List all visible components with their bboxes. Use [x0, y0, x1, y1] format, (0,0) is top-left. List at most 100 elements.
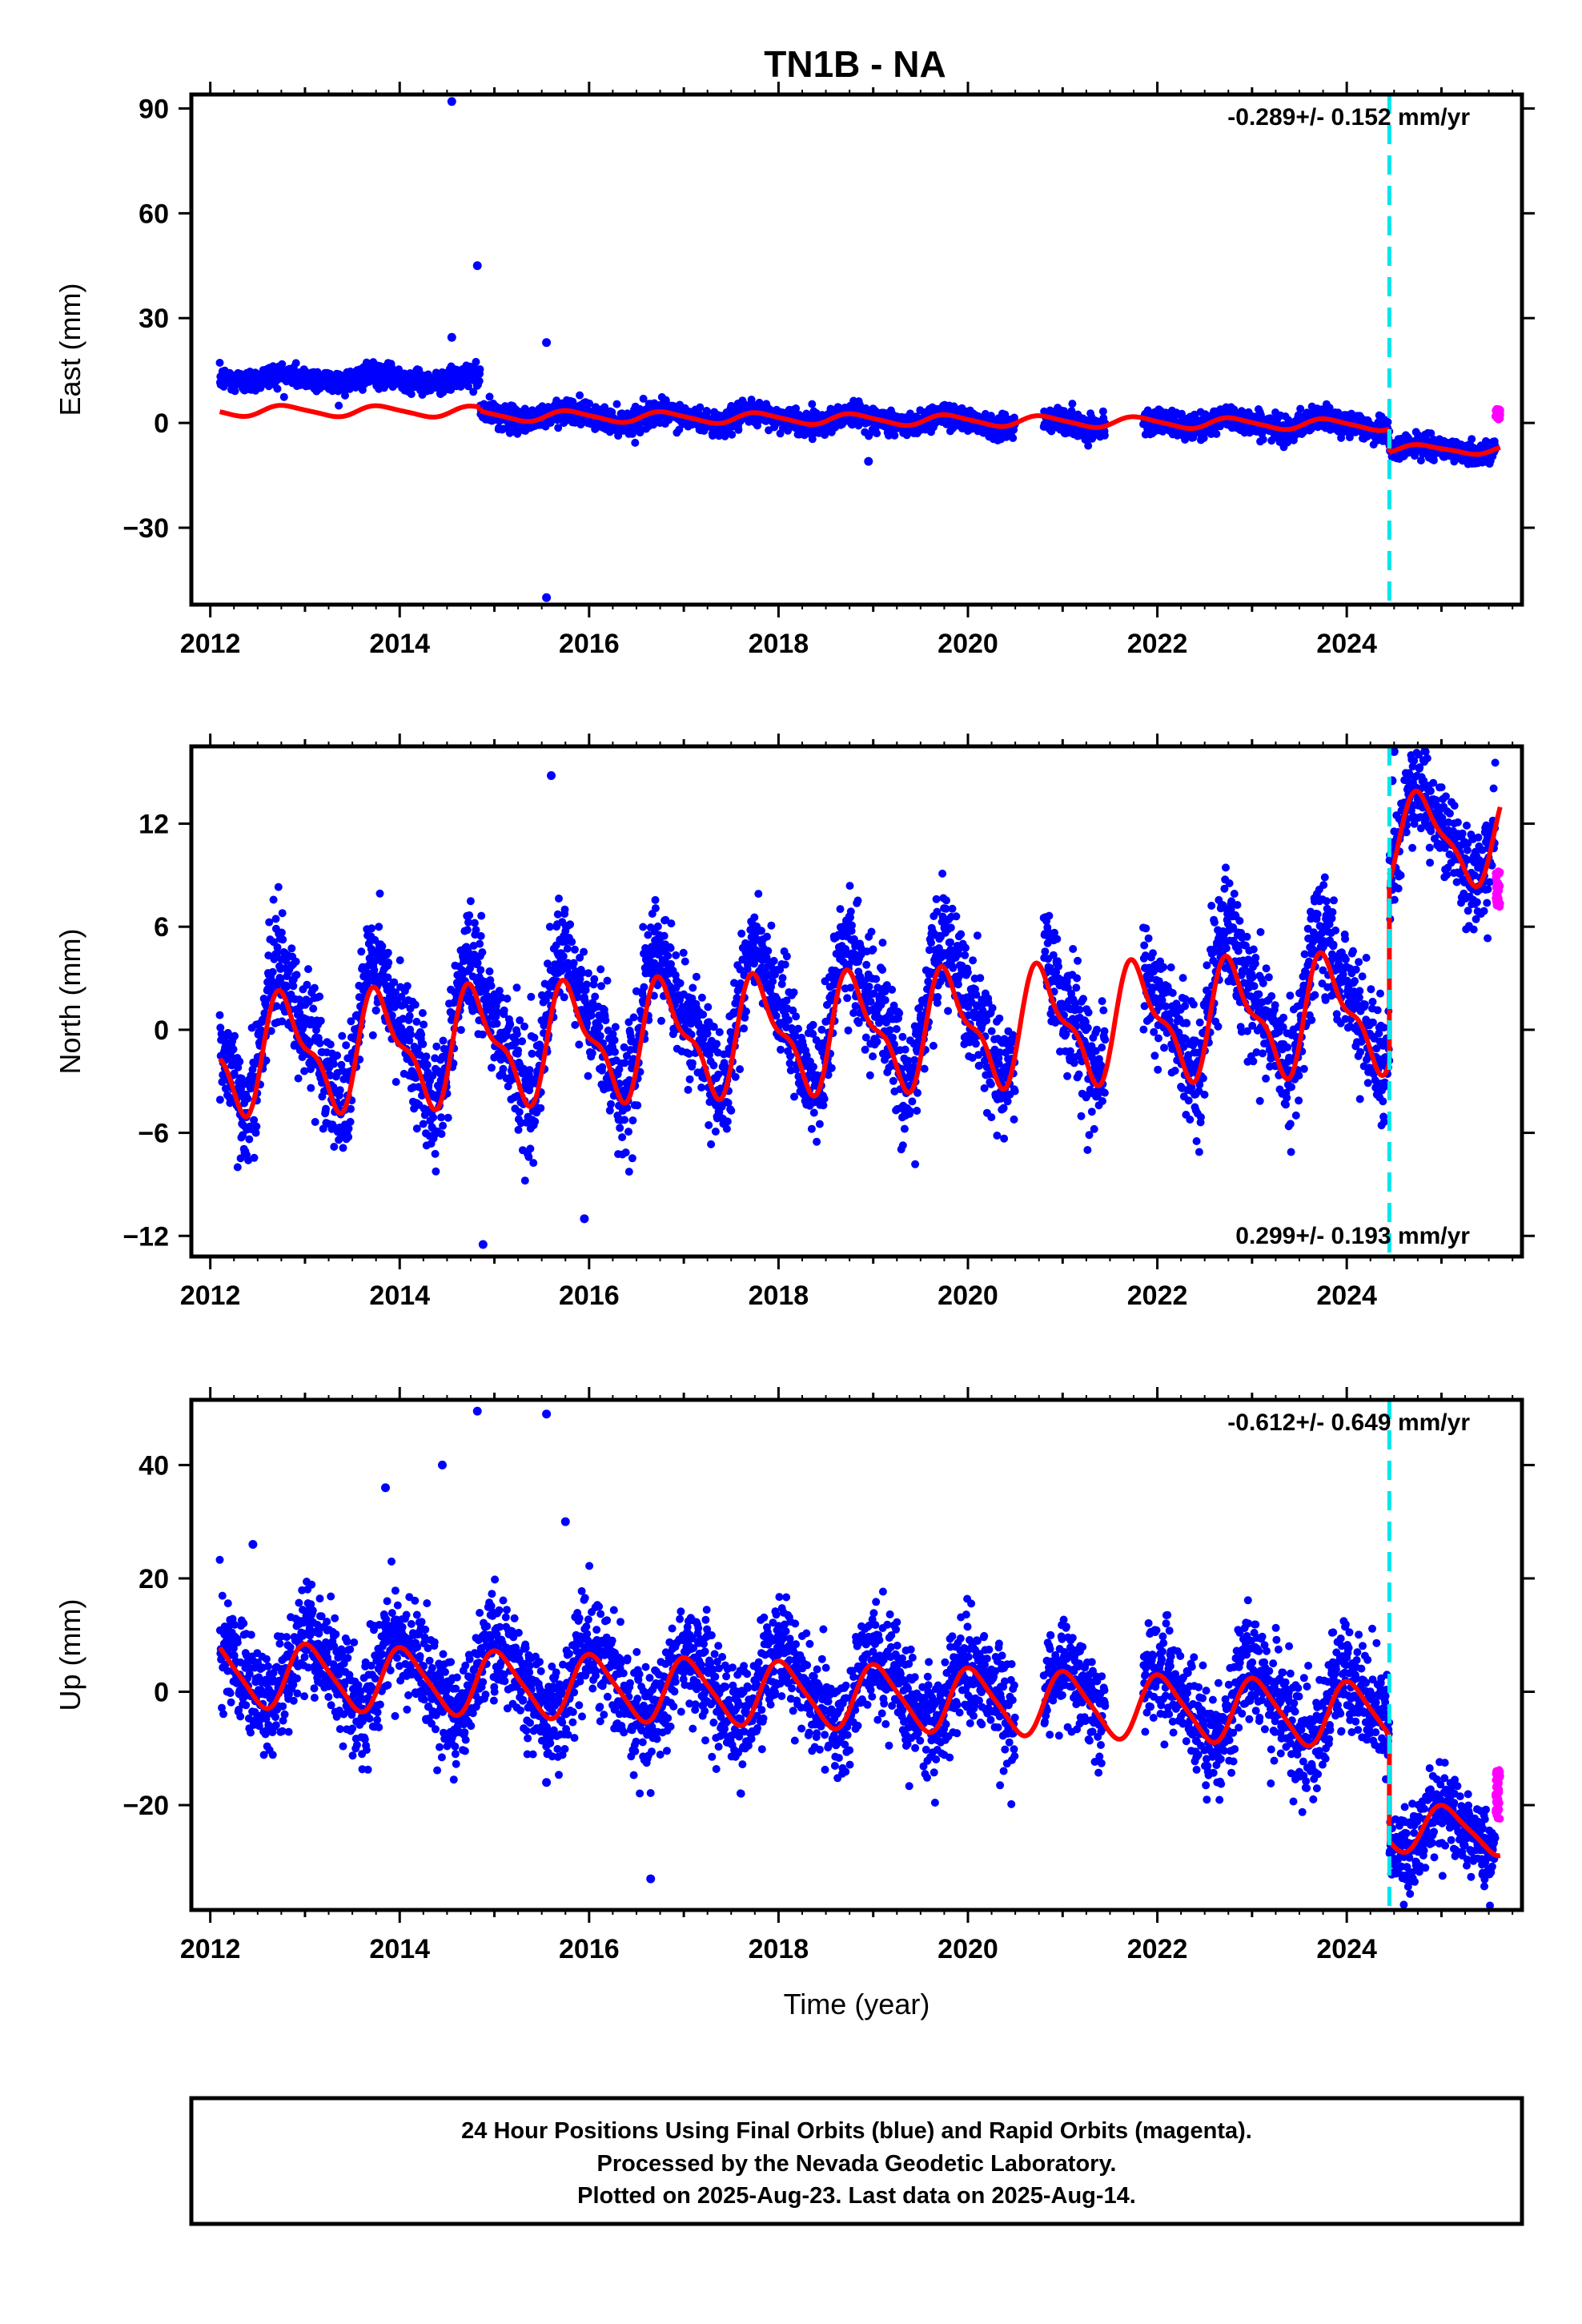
data-point — [890, 431, 899, 440]
panel-east: 2012 2014 2016 2018 2020 2022 2024−300306090Ea… — [54, 82, 1535, 659]
data-point — [478, 1030, 487, 1039]
data-point — [335, 1086, 344, 1095]
data-point — [329, 1059, 338, 1068]
rapid-orbit-points — [1491, 404, 1504, 424]
data-point — [575, 1040, 584, 1049]
data-point — [391, 1078, 400, 1086]
data-point — [492, 1019, 501, 1028]
data-point — [526, 1144, 535, 1153]
data-point — [383, 948, 392, 957]
data-point — [514, 1046, 523, 1055]
data-point — [419, 1039, 428, 1048]
data-point — [587, 1011, 596, 1020]
y-tick-label: 0 — [154, 408, 169, 439]
data-point — [529, 1159, 538, 1168]
data-point — [279, 935, 287, 944]
data-point — [470, 919, 479, 927]
data-point — [518, 1037, 527, 1046]
data-point — [231, 1031, 239, 1040]
data-point — [378, 942, 387, 951]
data-point — [274, 883, 283, 891]
rate-annotation: -0.289+/- 0.152 mm/yr — [1227, 104, 1470, 131]
data-point — [476, 365, 484, 374]
data-point — [279, 392, 288, 401]
data-point — [1068, 400, 1077, 408]
data-point — [375, 923, 383, 931]
data-point — [1212, 429, 1221, 438]
data-point — [512, 983, 521, 992]
data-point — [487, 982, 496, 990]
data-point — [873, 429, 881, 438]
data-point — [273, 384, 282, 393]
data-point — [568, 938, 576, 947]
data-point — [555, 895, 563, 903]
data-point — [527, 992, 536, 1001]
outlier-point — [472, 261, 482, 271]
data-point — [432, 1167, 440, 1176]
data-point — [229, 1045, 238, 1054]
data-point — [233, 1163, 242, 1172]
data-point — [215, 1096, 224, 1104]
data-point — [231, 387, 239, 396]
data-point — [520, 1176, 529, 1185]
data-point — [631, 438, 640, 447]
data-point — [1100, 431, 1109, 440]
y-tick-label: 60 — [139, 199, 169, 229]
data-point — [477, 911, 486, 920]
data-point — [554, 424, 563, 432]
data-point — [215, 359, 224, 367]
final-orbit-points — [215, 746, 1500, 1185]
data-point — [330, 1143, 339, 1151]
y-axis-label: East (mm) — [54, 283, 86, 416]
data-point — [351, 384, 360, 392]
data-point — [463, 926, 472, 935]
data-point — [808, 435, 817, 444]
x-tick-label: 2012 — [180, 629, 241, 659]
data-point — [1084, 441, 1093, 450]
data-point — [784, 426, 793, 435]
data-point — [703, 408, 712, 416]
data-point — [304, 965, 312, 974]
data-point — [326, 1040, 335, 1049]
data-point — [488, 1063, 496, 1072]
x-tick-label: 2016 — [559, 629, 620, 659]
y-tick-label: 30 — [139, 304, 169, 334]
data-point — [528, 1049, 536, 1058]
data-point — [1334, 408, 1343, 417]
outlier-point — [447, 332, 456, 342]
data-point — [721, 432, 729, 440]
data-point — [243, 1094, 252, 1103]
data-point — [560, 905, 569, 914]
data-point — [472, 357, 480, 366]
y-tick-label: −30 — [122, 513, 169, 544]
y-tick-label: 90 — [139, 94, 169, 124]
data-point — [412, 1017, 421, 1026]
data-point — [417, 1030, 426, 1039]
data-point — [560, 993, 568, 1002]
data-point — [405, 1011, 414, 1020]
panel-north: 2012 2014 2016 2018 2020 2022 2024−12−60612Nor… — [54, 734, 1535, 1311]
data-point — [437, 1130, 446, 1138]
data-point — [506, 1020, 515, 1029]
data-point — [420, 1020, 428, 1029]
data-point — [367, 924, 376, 933]
data-point — [287, 944, 296, 953]
data-point — [215, 1011, 224, 1019]
data-point — [563, 944, 572, 953]
data-point — [291, 957, 300, 966]
data-point — [1047, 427, 1056, 436]
data-point — [403, 982, 412, 991]
data-point — [734, 425, 743, 434]
data-point — [1098, 407, 1107, 416]
data-point — [423, 1060, 432, 1069]
outlier-point — [542, 338, 552, 348]
data-point — [476, 931, 485, 940]
data-point — [499, 1064, 508, 1073]
data-point — [520, 1022, 528, 1031]
data-point — [1296, 404, 1305, 413]
data-point — [384, 959, 393, 967]
data-point — [1430, 456, 1438, 464]
data-point — [271, 915, 280, 923]
data-point — [464, 382, 472, 391]
